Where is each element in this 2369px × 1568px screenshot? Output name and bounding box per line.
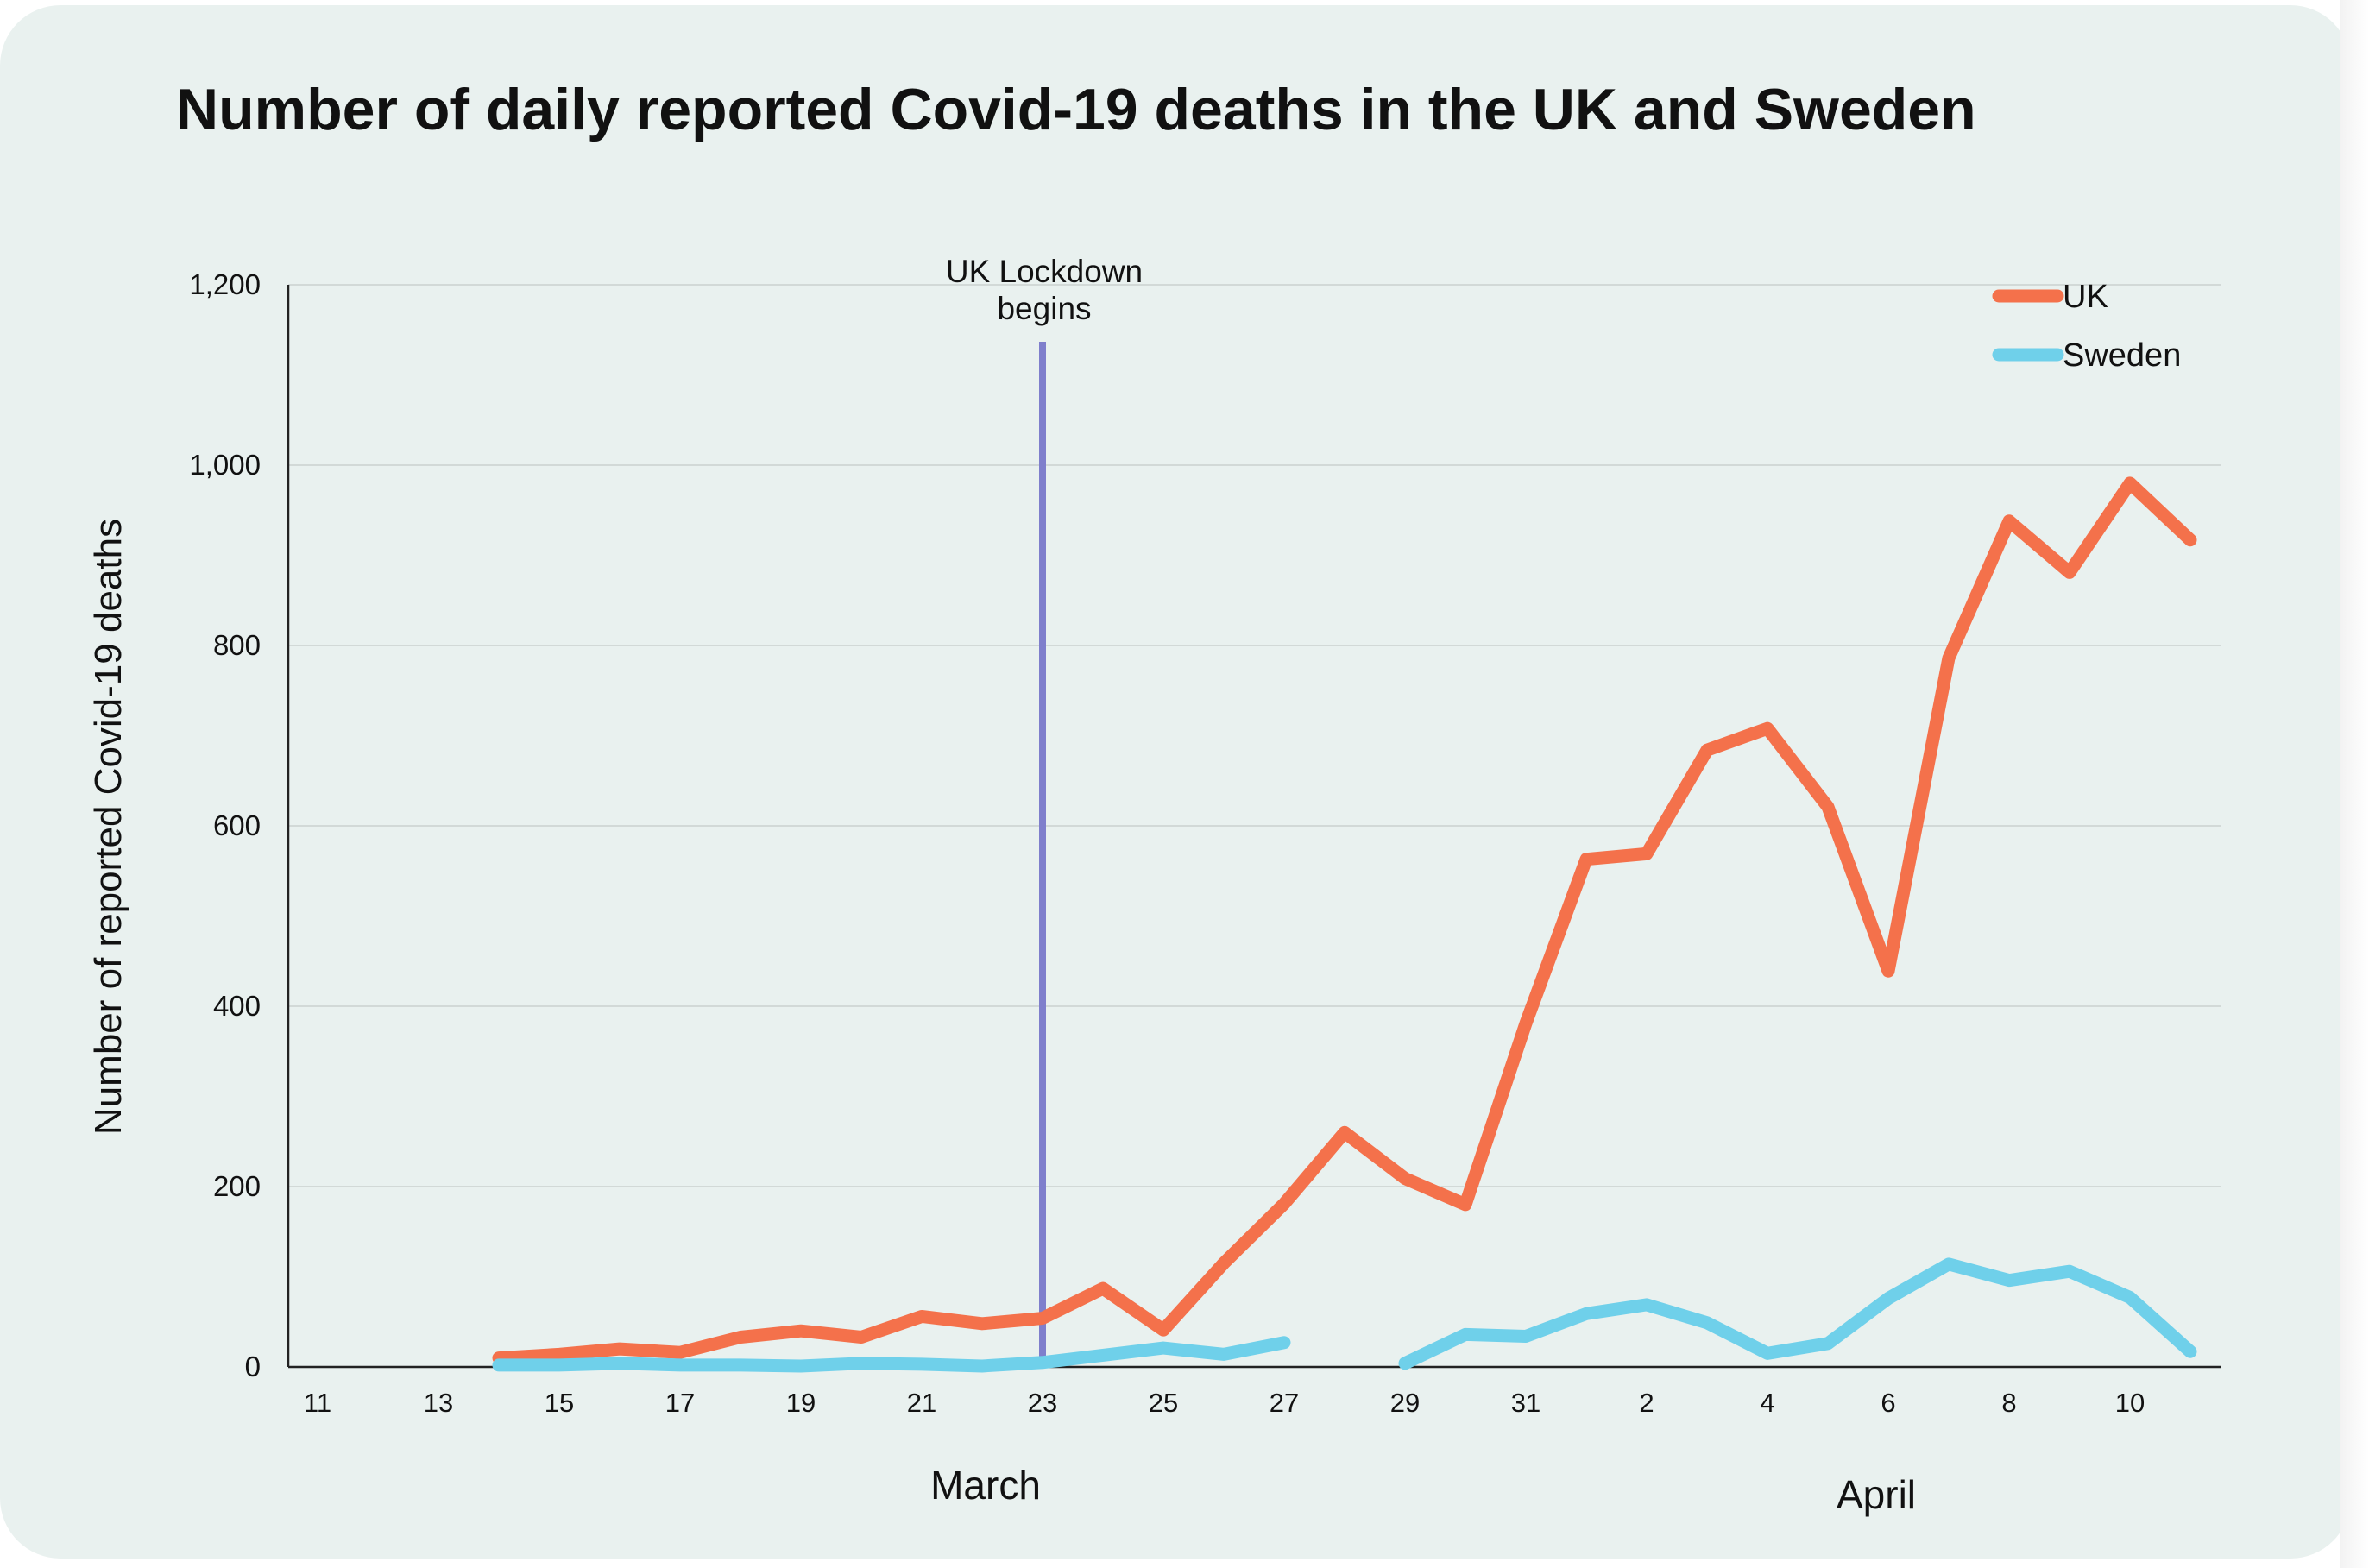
sweden-line-segment <box>492 1336 1291 1373</box>
y-tick-label: 600 <box>213 809 261 841</box>
series-sweden <box>492 1257 2197 1373</box>
month-label: April <box>1837 1472 1916 1517</box>
y-tick-label: 1,200 <box>189 268 261 300</box>
chart-card <box>0 5 2351 1559</box>
x-tick-label: 2 <box>1639 1388 1654 1418</box>
x-tick-label: 15 <box>545 1388 574 1418</box>
x-tick-label: 6 <box>1881 1388 1895 1418</box>
x-tick-label: 23 <box>1028 1388 1057 1418</box>
x-tick-label: 21 <box>907 1388 936 1418</box>
x-tick-label: 17 <box>665 1388 695 1418</box>
y-tick-label: 200 <box>213 1170 261 1202</box>
lockdown-label-line1: UK Lockdown <box>946 254 1143 289</box>
gridlines <box>288 284 2221 1187</box>
series-lines <box>492 476 2197 1373</box>
lockdown-label-line2: begins <box>997 291 1091 326</box>
series-uk <box>492 476 2197 1365</box>
sweden-line-segment <box>1398 1257 2197 1370</box>
x-tick-label: 8 <box>2001 1388 2016 1418</box>
legend: UK Sweden <box>1992 279 2181 374</box>
month-label: March <box>930 1463 1041 1508</box>
legend-label-sweden: Sweden <box>2063 337 2181 374</box>
chart-title: Number of daily reported Covid-19 deaths… <box>176 77 1976 142</box>
x-tick-label: 13 <box>424 1388 453 1418</box>
uk-line-segment <box>492 476 2197 1365</box>
y-tick-label: 0 <box>245 1351 261 1382</box>
y-tick-label: 1,000 <box>189 449 261 481</box>
y-tick-label: 800 <box>213 629 261 661</box>
x-tick-label: 25 <box>1149 1388 1178 1418</box>
y-axis-label: Number of reported Covid-19 deaths <box>87 519 129 1135</box>
x-tick-label: 27 <box>1270 1388 1299 1418</box>
x-tick-label: 4 <box>1760 1388 1774 1418</box>
x-tick-label: 10 <box>2115 1388 2145 1418</box>
y-tick-label: 400 <box>213 990 261 1022</box>
x-tick-label: 19 <box>786 1388 816 1418</box>
x-tick-label: 31 <box>1511 1388 1540 1418</box>
tick-labels: 0 200 400 600 800 1,000 1,200 11 13 15 17 19 21 23 25 2… <box>189 268 2145 1517</box>
x-tick-label: 11 <box>304 1388 331 1418</box>
legend-label-uk: UK <box>2063 279 2108 315</box>
card-shadow-edge <box>2340 0 2369 1568</box>
x-tick-label: 29 <box>1390 1388 1420 1418</box>
